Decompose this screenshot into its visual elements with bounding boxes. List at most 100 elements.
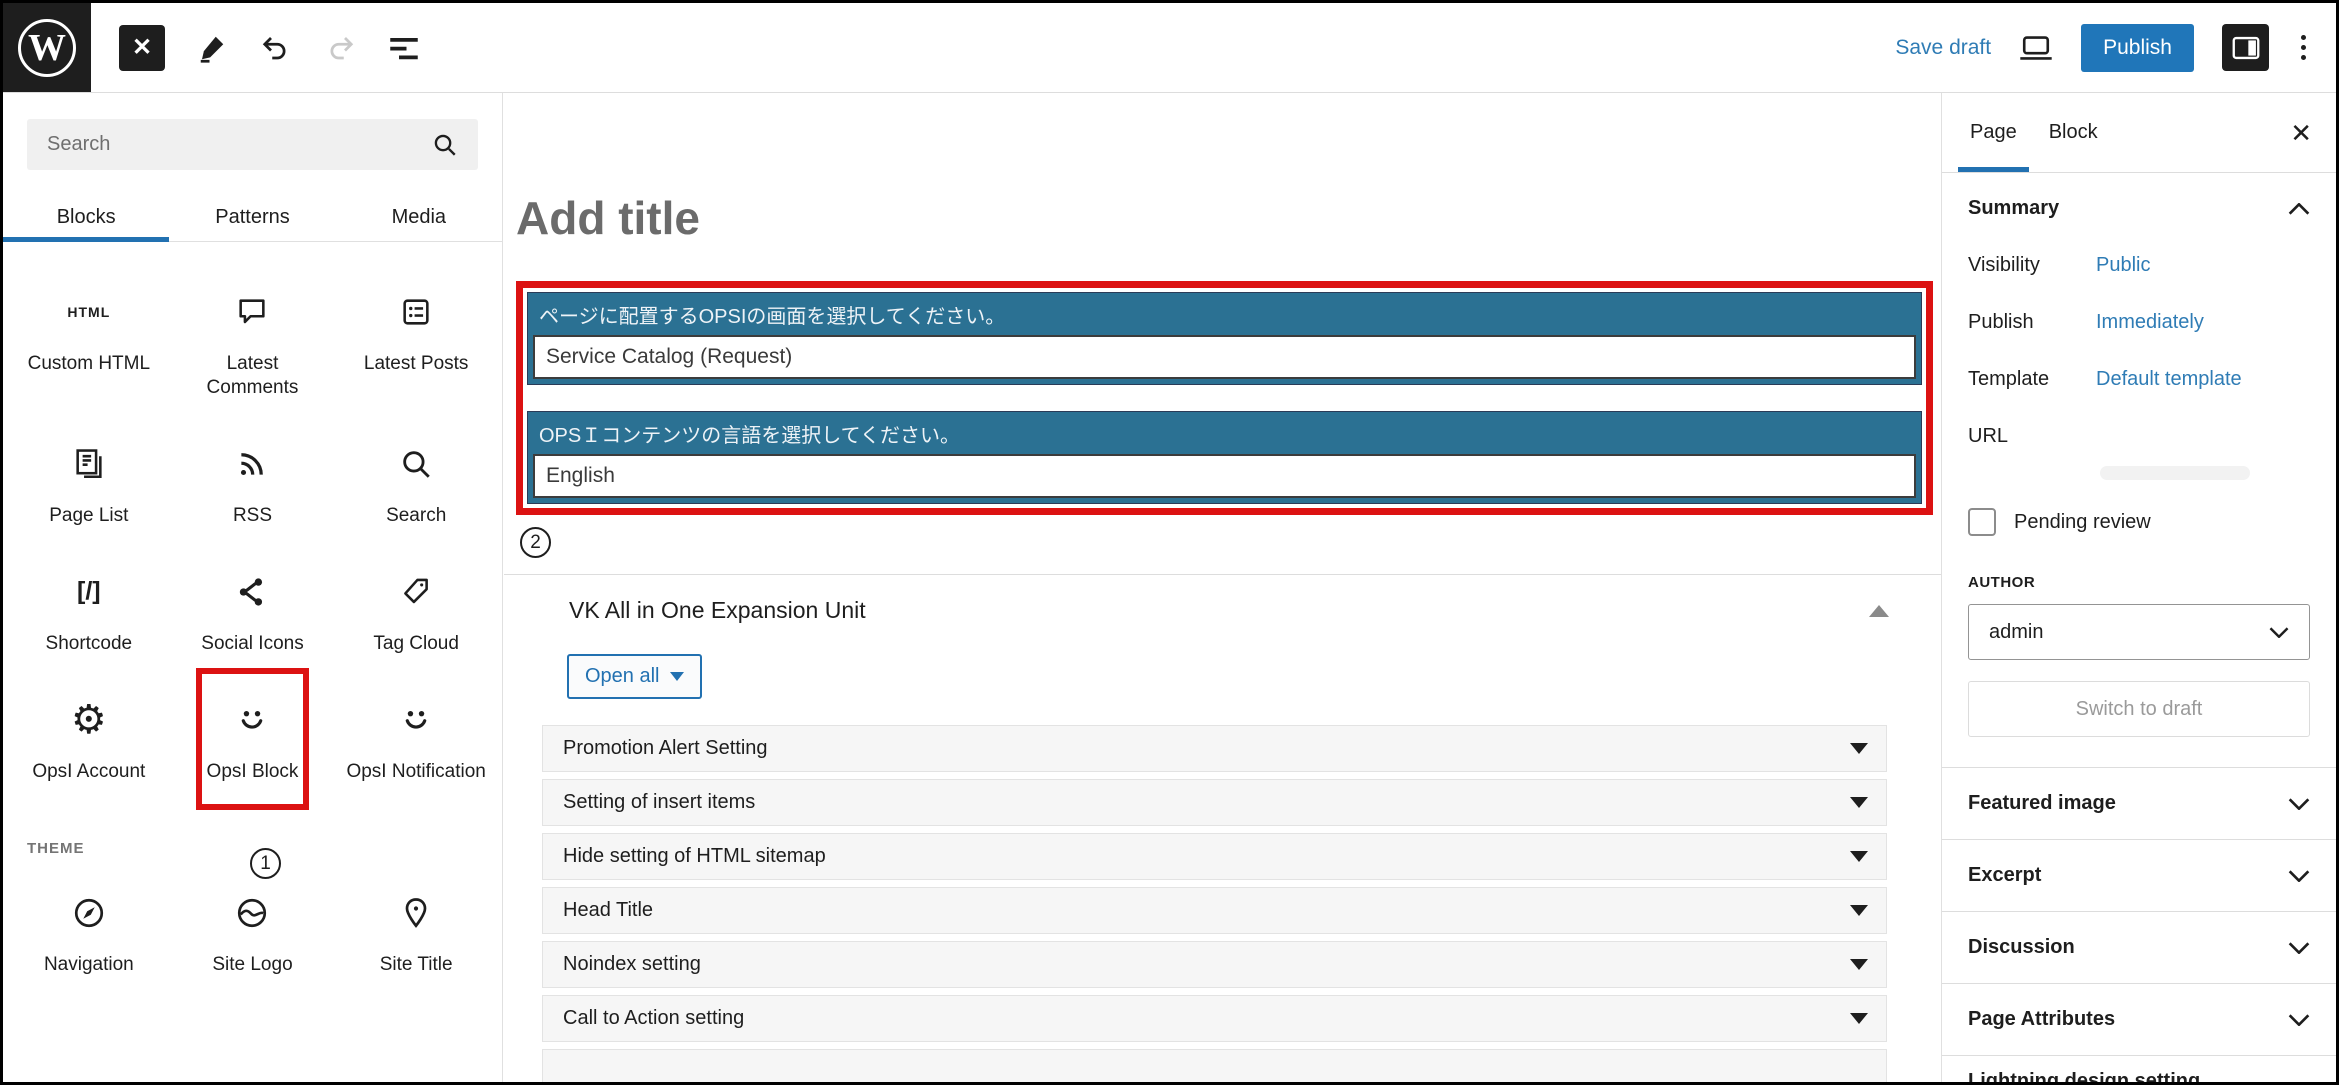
panel-featured-image[interactable]: Featured image bbox=[1942, 768, 2336, 840]
html-icon: HTML bbox=[67, 304, 111, 320]
chevron-down-icon bbox=[2288, 869, 2310, 882]
tab-block[interactable]: Block bbox=[2048, 121, 2098, 143]
tab-blocks[interactable]: Blocks bbox=[3, 194, 170, 242]
pending-review-checkbox[interactable] bbox=[1968, 508, 1996, 536]
blocks-grid: HTML Custom HTML Latest Comments bbox=[3, 242, 502, 810]
caret-down-icon bbox=[1850, 851, 1868, 862]
template-value-link[interactable]: Default template bbox=[2096, 368, 2242, 390]
wordpress-logo[interactable]: W bbox=[3, 3, 91, 92]
comment-icon bbox=[235, 286, 269, 338]
theme-section-heading: THEME bbox=[27, 839, 85, 857]
block-item-site-logo[interactable]: Site Logo bbox=[171, 887, 335, 977]
save-draft-button[interactable]: Save draft bbox=[1895, 35, 1992, 59]
block-item-rss[interactable]: RSS bbox=[171, 438, 335, 528]
pending-review-control[interactable]: Pending review bbox=[1968, 508, 2310, 536]
panel-excerpt[interactable]: Excerpt bbox=[1942, 840, 2336, 912]
block-item-opsi-account[interactable]: ⚙ OpsI Account bbox=[7, 694, 171, 784]
list-icon bbox=[399, 286, 433, 338]
shortcode-icon: [/] bbox=[77, 577, 101, 606]
settings-sidebar-toggle[interactable] bbox=[2222, 24, 2269, 71]
switch-to-draft-button[interactable]: Switch to draft bbox=[1968, 681, 2310, 737]
undo-icon[interactable] bbox=[259, 31, 293, 65]
publish-row: Publish Immediately bbox=[1968, 311, 2204, 333]
toolbar-tools: ✕ bbox=[119, 24, 421, 71]
theme-blocks-grid: Navigation Site Logo Sit bbox=[3, 857, 502, 977]
pages-icon bbox=[72, 438, 106, 490]
panel-partial-clipped[interactable]: Lightning design setting bbox=[1968, 1070, 2201, 1082]
editor-topbar: W ✕ bbox=[3, 3, 2336, 93]
block-item-custom-html[interactable]: HTML Custom HTML bbox=[7, 286, 171, 400]
block-item-opsi-notification[interactable]: OpsI Notification bbox=[334, 694, 498, 784]
accordion-head-title[interactable]: Head Title bbox=[542, 887, 1887, 934]
tab-media[interactable]: Media bbox=[391, 206, 447, 228]
tools-pencil-icon[interactable] bbox=[195, 31, 229, 65]
block-inserter-sidebar: Blocks Patterns Media HTML Custom HTML L… bbox=[3, 93, 503, 1082]
template-row: Template Default template bbox=[1968, 368, 2242, 390]
opsi-language-select[interactable]: English bbox=[533, 454, 1916, 498]
panel-discussion[interactable]: Discussion bbox=[1942, 912, 2336, 984]
block-item-shortcode[interactable]: [/] Shortcode bbox=[7, 566, 171, 656]
chevron-down-icon bbox=[2288, 941, 2310, 954]
summary-section: Summary Visibility Public Publish Immedi… bbox=[1942, 173, 2336, 767]
tab-patterns[interactable]: Patterns bbox=[215, 206, 290, 228]
gear-icon: ⚙ bbox=[70, 697, 107, 742]
opsi-screen-select[interactable]: Service Catalog (Request) bbox=[533, 335, 1916, 379]
block-item-latest-comments[interactable]: Latest Comments bbox=[171, 286, 335, 400]
settings-sidebar: Page Block ✕ Summary Visibility Public P… bbox=[1941, 93, 2336, 1082]
close-settings-icon[interactable]: ✕ bbox=[2290, 117, 2312, 148]
accordion-promotion-alert[interactable]: Promotion Alert Setting bbox=[542, 725, 1887, 772]
accordion-noindex[interactable]: Noindex setting bbox=[542, 941, 1887, 988]
caret-down-icon bbox=[1850, 743, 1868, 754]
vk-accordion-list: Promotion Alert Setting Setting of inser… bbox=[542, 725, 1887, 1082]
summary-heading: Summary bbox=[1968, 197, 2060, 219]
caret-down-icon bbox=[1850, 797, 1868, 808]
block-item-tag-cloud[interactable]: Tag Cloud bbox=[334, 566, 498, 656]
caret-down-icon bbox=[669, 672, 684, 681]
block-item-site-title[interactable]: Site Title bbox=[334, 887, 498, 977]
accordion-call-to-action[interactable]: Call to Action setting bbox=[542, 995, 1887, 1042]
block-search[interactable] bbox=[27, 119, 478, 170]
open-all-button[interactable]: Open all bbox=[567, 654, 702, 699]
opsi-language-field: OPSＩコンテンツの言語を選択してください。 English bbox=[527, 411, 1922, 504]
inserter-tabs: Blocks Patterns Media bbox=[3, 194, 502, 242]
redo-icon[interactable] bbox=[323, 31, 357, 65]
caret-down-icon bbox=[1850, 1013, 1868, 1024]
panel-divider bbox=[504, 574, 1941, 575]
block-item-social-icons[interactable]: Social Icons bbox=[171, 566, 335, 656]
block-item-search[interactable]: Search bbox=[334, 438, 498, 528]
compass-icon bbox=[71, 887, 107, 939]
close-inserter-button[interactable]: ✕ bbox=[119, 24, 165, 71]
block-item-opsi-block[interactable]: OpsI Block bbox=[171, 667, 335, 810]
url-value-blurred bbox=[2100, 466, 2250, 480]
search-input[interactable] bbox=[47, 133, 432, 156]
document-overview-icon[interactable] bbox=[387, 31, 421, 65]
summary-header[interactable]: Summary bbox=[1968, 197, 2310, 220]
accordion-partial-row[interactable] bbox=[542, 1049, 1887, 1082]
block-item-latest-posts[interactable]: Latest Posts bbox=[334, 286, 498, 400]
post-title-placeholder[interactable]: Add title bbox=[516, 192, 700, 244]
author-select[interactable]: admin bbox=[1968, 604, 2310, 660]
accordion-html-sitemap[interactable]: Hide setting of HTML sitemap bbox=[542, 833, 1887, 880]
rss-icon bbox=[235, 438, 269, 490]
panel-page-attributes[interactable]: Page Attributes bbox=[1942, 984, 2336, 1056]
vk-panel-title: VK All in One Expansion Unit bbox=[569, 597, 866, 623]
share-icon bbox=[235, 566, 269, 618]
annotation-box-opsi-fields: ページに配置するOPSIの画面を選択してください。 Service Catalo… bbox=[516, 281, 1933, 515]
opsi-screen-field: ページに配置するOPSIの画面を選択してください。 Service Catalo… bbox=[527, 292, 1922, 385]
tab-page[interactable]: Page bbox=[1954, 93, 2033, 172]
preview-icon[interactable] bbox=[2019, 31, 2053, 65]
annotation-step-1: 1 bbox=[250, 848, 281, 879]
accordion-insert-items[interactable]: Setting of insert items bbox=[542, 779, 1887, 826]
block-item-navigation[interactable]: Navigation bbox=[7, 887, 171, 977]
collapse-arrow-icon[interactable] bbox=[1869, 604, 1889, 617]
close-icon: ✕ bbox=[131, 34, 153, 61]
opsi-language-label: OPSＩコンテンツの言語を選択してください。 bbox=[539, 425, 961, 447]
vk-panel-header[interactable]: VK All in One Expansion Unit bbox=[504, 597, 1941, 624]
block-item-page-list[interactable]: Page List bbox=[7, 438, 171, 528]
options-menu-icon[interactable] bbox=[2297, 31, 2310, 64]
publish-value-link[interactable]: Immediately bbox=[2096, 311, 2204, 333]
caret-down-icon bbox=[1850, 905, 1868, 916]
publish-button[interactable]: Publish bbox=[2081, 23, 2194, 72]
visibility-value-link[interactable]: Public bbox=[2096, 254, 2151, 276]
